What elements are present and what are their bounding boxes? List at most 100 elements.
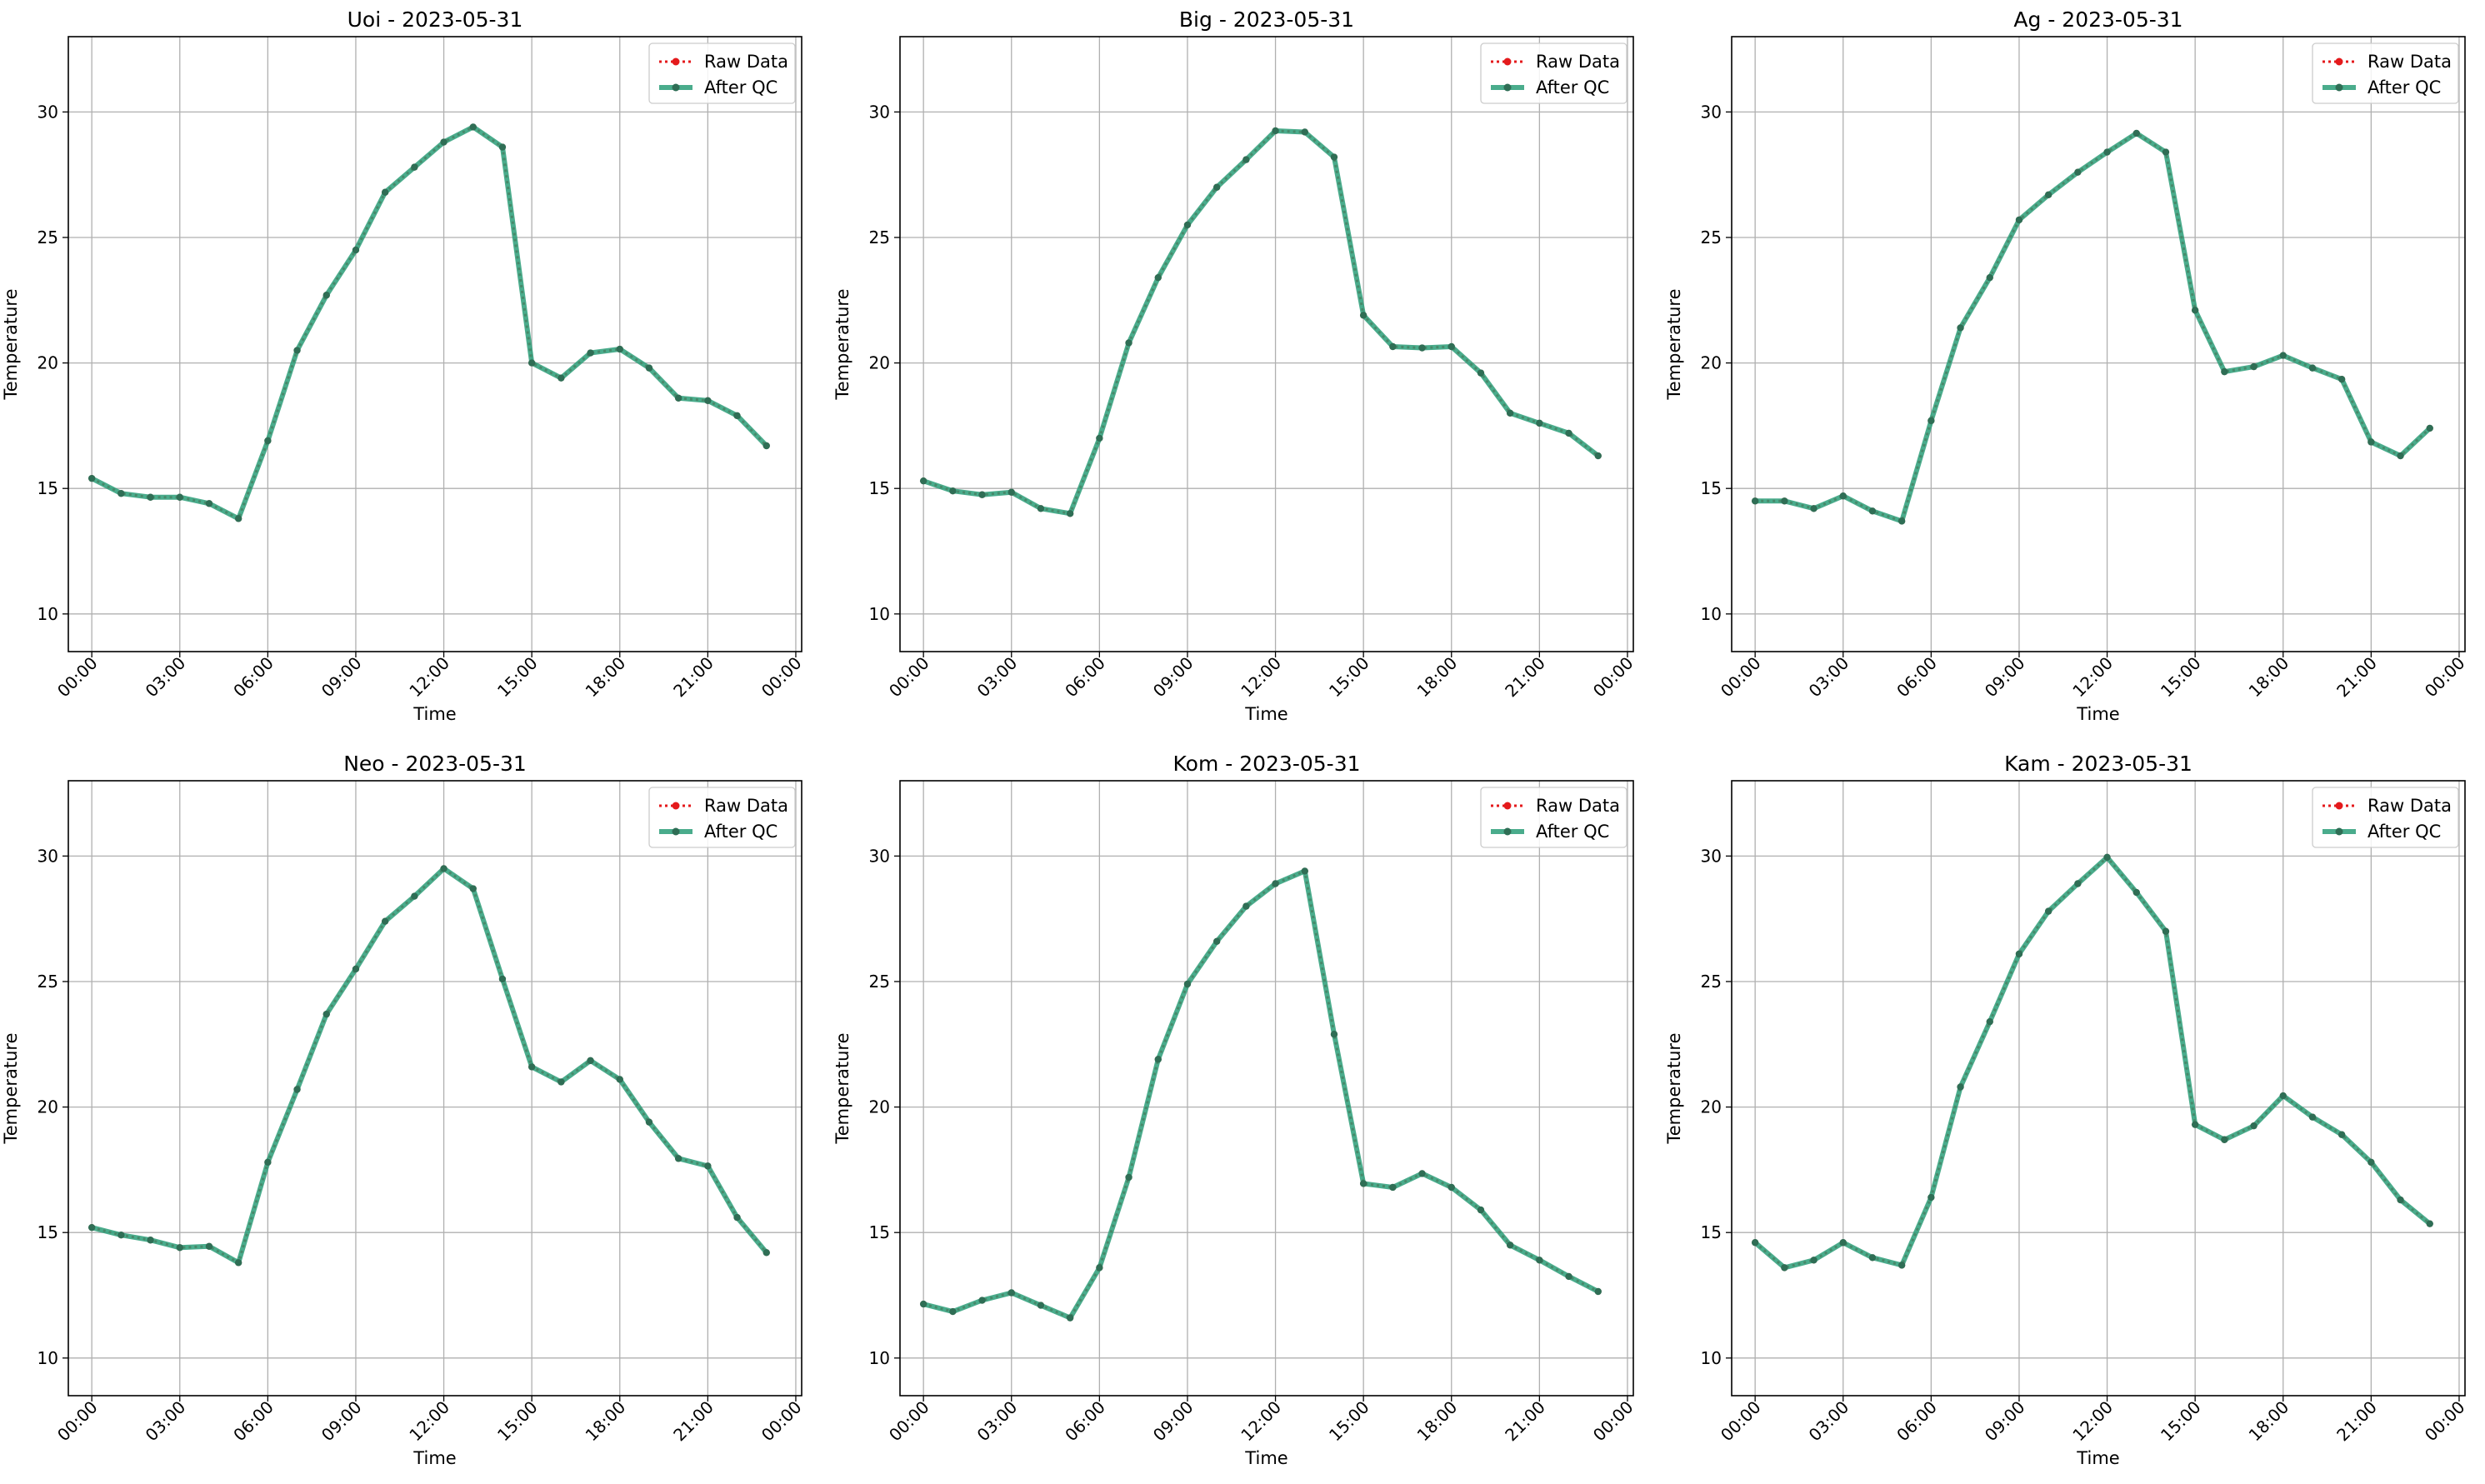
raw-data-line xyxy=(1754,855,2431,1270)
after-qc-point xyxy=(1868,507,1877,515)
y-tick-label: 30 xyxy=(869,846,890,866)
legend-qc-label: After QC xyxy=(1536,77,1609,97)
after-qc-point xyxy=(2015,950,2023,958)
legend-qc-marker xyxy=(672,83,680,92)
after-qc-point xyxy=(558,1078,565,1086)
legend-raw-label: Raw Data xyxy=(1536,52,1620,72)
x-tick-label: 15:00 xyxy=(493,653,542,702)
legend-raw-marker xyxy=(2335,57,2343,66)
after-qc-point xyxy=(2221,367,2228,376)
after-qc-point xyxy=(88,1223,96,1232)
raw-data-line xyxy=(91,867,768,1265)
y-tick-label: 20 xyxy=(38,353,58,373)
after-qc-point xyxy=(1359,1180,1368,1187)
legend-qc-label: After QC xyxy=(1536,822,1609,842)
after-qc-point xyxy=(1957,324,1964,332)
y-tick-label: 10 xyxy=(1701,604,1722,624)
raw-data-line xyxy=(1755,132,2431,523)
after-qc-point xyxy=(1066,1314,1074,1322)
after-qc-point xyxy=(1565,1272,1572,1281)
after-qc-point xyxy=(2426,1220,2433,1227)
after-qc-point xyxy=(1272,127,1279,135)
after-qc-point xyxy=(498,143,507,151)
after-qc-point xyxy=(381,188,389,196)
after-qc-point xyxy=(674,1155,682,1162)
after-qc-point xyxy=(2074,880,2082,887)
after-qc-point xyxy=(1389,1183,1397,1192)
y-tick-label: 20 xyxy=(869,1097,890,1117)
after-qc-point xyxy=(1212,183,1221,191)
after-qc-point xyxy=(762,1249,770,1257)
after-qc-point xyxy=(1839,492,1847,500)
legend: Raw Data After QC xyxy=(2312,787,2459,848)
chart-panel: 10 15 20 25 30 00:00 03:00 06:00 09:00 12:00 15:00… xyxy=(832,7,1637,724)
after-qc-point xyxy=(2397,1196,2404,1204)
after-qc-point xyxy=(498,975,507,983)
after-qc-point xyxy=(293,1086,301,1093)
after-qc-point xyxy=(1008,488,1015,496)
x-axis-label: Time xyxy=(1244,1448,1288,1468)
x-tick-label: 18:00 xyxy=(2245,1397,2293,1446)
y-tick-label: 20 xyxy=(869,353,890,373)
y-tick-label: 10 xyxy=(1701,1348,1722,1368)
after-qc-point xyxy=(352,965,360,973)
y-tick-label: 30 xyxy=(869,102,890,122)
x-tick-label: 00:00 xyxy=(2421,653,2469,702)
after-qc-point xyxy=(1781,1264,1788,1272)
after-qc-point xyxy=(322,1010,330,1018)
x-tick-label: 03:00 xyxy=(973,1397,1022,1446)
x-tick-label: 12:00 xyxy=(1237,1397,1285,1446)
x-tick-label: 06:00 xyxy=(1061,653,1109,702)
after-qc-line xyxy=(922,128,1600,517)
x-tick-label: 21:00 xyxy=(669,1397,718,1446)
y-tick-label: 15 xyxy=(38,478,58,498)
x-tick-label: 00:00 xyxy=(2421,1397,2469,1446)
y-tick-label: 25 xyxy=(1701,227,1722,247)
chart-title: Neo - 2023-05-31 xyxy=(343,752,527,776)
after-qc-point xyxy=(234,515,242,522)
x-tick-label: 15:00 xyxy=(2157,653,2205,702)
after-qc-point xyxy=(978,1297,986,1304)
x-axis-label: Time xyxy=(2076,704,2119,724)
after-qc-point xyxy=(176,493,183,501)
after-qc-point xyxy=(1096,434,1103,442)
after-qc-point xyxy=(469,123,477,131)
x-tick-label: 18:00 xyxy=(1413,1397,1462,1446)
after-qc-point xyxy=(1594,452,1602,460)
x-tick-label: 00:00 xyxy=(1717,653,1765,702)
after-qc-point xyxy=(2044,907,2052,915)
chart-panel: 10 15 20 25 30 00:00 03:00 06:00 09:00 12:00 15:00… xyxy=(1664,7,2468,724)
after-qc-point xyxy=(1066,510,1074,517)
axes-frame xyxy=(899,780,1634,1397)
after-qc-point xyxy=(205,1242,213,1250)
after-qc-point xyxy=(2250,1122,2258,1130)
axes-frame xyxy=(1731,36,2466,652)
after-qc-point xyxy=(1810,505,1818,512)
after-qc-point xyxy=(949,1307,957,1316)
y-tick-label: 15 xyxy=(869,1222,890,1242)
after-qc-point xyxy=(1928,417,1935,425)
after-qc-point xyxy=(2397,452,2404,460)
after-qc-point xyxy=(234,1259,242,1267)
after-qc-point xyxy=(558,374,565,382)
after-qc-point xyxy=(2279,352,2287,359)
after-qc-point xyxy=(1506,1242,1514,1249)
raw-data-line xyxy=(91,125,768,521)
legend-raw-marker xyxy=(1503,802,1512,810)
x-tick-label: 00:00 xyxy=(885,1397,933,1446)
after-qc-point xyxy=(978,491,986,498)
after-qc-point xyxy=(411,163,418,171)
legend-qc-marker xyxy=(1503,83,1512,92)
y-tick-label: 30 xyxy=(38,846,58,866)
y-tick-label: 25 xyxy=(38,227,58,247)
x-tick-label: 09:00 xyxy=(318,653,366,702)
after-qc-point xyxy=(919,477,928,485)
after-qc-point xyxy=(704,397,712,404)
x-tick-label: 21:00 xyxy=(1501,1397,1549,1446)
x-tick-label: 09:00 xyxy=(1981,653,2029,702)
after-qc-point xyxy=(1389,342,1397,351)
after-qc-point xyxy=(2368,1158,2375,1167)
after-qc-line xyxy=(91,866,769,1266)
x-tick-label: 06:00 xyxy=(1892,653,1941,702)
legend: Raw Data After QC xyxy=(648,787,796,848)
